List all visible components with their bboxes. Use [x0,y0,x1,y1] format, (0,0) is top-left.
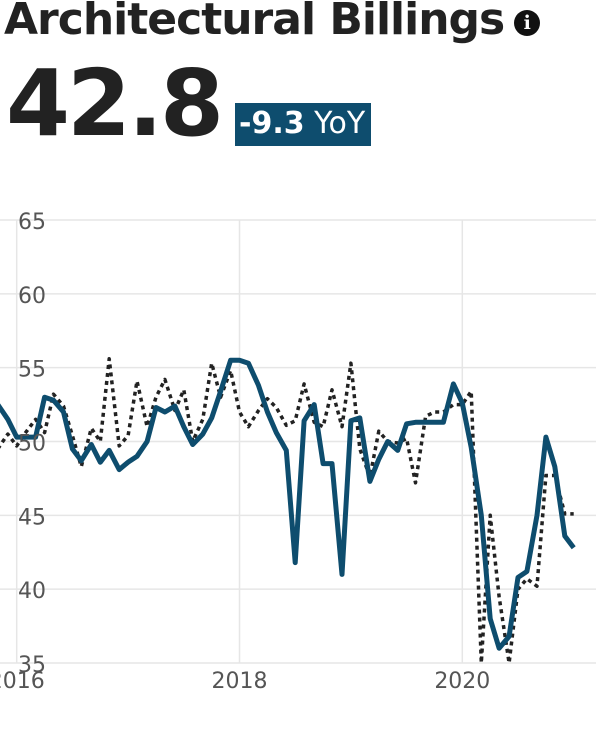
headline-value-row: 42.8 -9.3 YoY [6,50,372,157]
y-tick-label: 40 [18,579,46,604]
yoy-change-label: YoY [314,105,366,141]
x-tick-label: 2020 [434,669,490,694]
axis-ticks: 35 40 45 50 55 60 65 2016 2018 2020 [0,210,490,694]
yoy-change-badge: -9.3 YoY [235,102,372,146]
info-icon[interactable]: i [514,9,541,36]
y-tick-label: 55 [18,358,46,383]
y-tick-label: 45 [18,505,46,530]
series-line-solid [0,357,576,651]
yoy-change-value: -9.3 [239,105,305,141]
x-tick-label: 2016 [0,669,45,694]
header-title-row: Architectural Billings i [4,0,541,45]
chart-container: 35 40 45 50 55 60 65 2016 2018 2020 [0,200,596,700]
y-tick-label: 35 [18,653,46,678]
series-line-dotted [0,357,574,664]
y-tick-label: 60 [18,284,46,309]
x-tick-label: 2018 [212,669,268,694]
line-chart: 35 40 45 50 55 60 65 2016 2018 2020 [0,210,596,694]
headline-value: 42.8 [6,50,224,157]
y-tick-label: 65 [18,210,46,235]
page-title: Architectural Billings [4,0,505,45]
grid-lines [0,219,596,664]
y-tick-label: 50 [18,432,46,457]
series-lines [0,357,576,664]
